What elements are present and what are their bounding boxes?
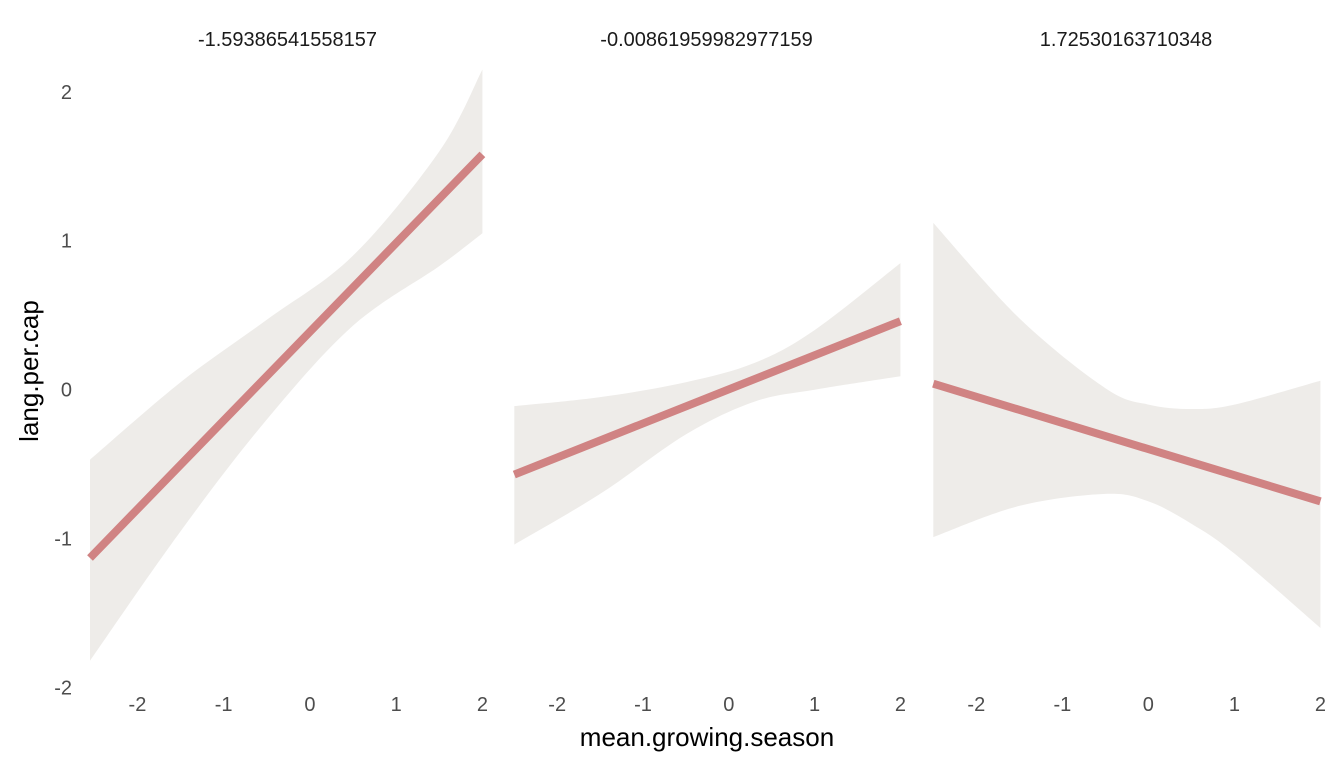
x-tick-label: 0 <box>1143 694 1154 716</box>
y-tick-label: -2 <box>54 678 72 700</box>
x-tick-label: 2 <box>1315 694 1326 716</box>
y-tick-label: 0 <box>61 380 72 402</box>
facet-panel: -1.59386541558157 -2 -1 0 1 2 <box>87 29 488 716</box>
x-tick-label: 0 <box>304 694 315 716</box>
x-tick-label: 1 <box>391 694 402 716</box>
x-axis-title: mean.growing.season <box>580 722 834 752</box>
facet-strip-label: -0.00861959982977159 <box>600 29 812 51</box>
confidence-ribbon <box>90 69 483 661</box>
x-tick-label: 2 <box>477 694 488 716</box>
x-tick-label: -1 <box>1053 694 1071 716</box>
fit-line <box>932 379 1322 506</box>
facet-panel: -0.00861959982977159 -2 -1 0 1 2 <box>512 29 906 716</box>
x-tick-label: 1 <box>1229 694 1240 716</box>
x-tick-label: -2 <box>967 694 985 716</box>
x-tick-label: 1 <box>809 694 820 716</box>
facet-strip-label: 1.72530163710348 <box>1040 29 1212 51</box>
facet-strip-label: -1.59386541558157 <box>198 29 377 51</box>
x-tick-label: -1 <box>215 694 233 716</box>
confidence-ribbon <box>514 263 901 545</box>
fit-line <box>512 317 902 479</box>
facet-panel: 1.72530163710348 -2 -1 0 1 2 <box>932 29 1326 716</box>
x-tick-label: -1 <box>634 694 652 716</box>
facet-panels: -1.59386541558157-2 -1 0 1 2-0.0086195998297… <box>87 29 1326 716</box>
x-tick-label: 0 <box>723 694 734 716</box>
y-tick-label: 2 <box>61 82 72 104</box>
fit-line <box>87 151 486 561</box>
x-tick-label: -2 <box>548 694 566 716</box>
x-tick-label: -2 <box>129 694 147 716</box>
y-axis: 2 1 0 -1 -2 <box>54 82 72 700</box>
y-tick-label: -1 <box>54 529 72 551</box>
confidence-ribbon <box>933 222 1321 628</box>
y-tick-label: 1 <box>61 231 72 253</box>
x-tick-label: 2 <box>895 694 906 716</box>
y-axis-title: lang.per.cap <box>14 300 44 442</box>
